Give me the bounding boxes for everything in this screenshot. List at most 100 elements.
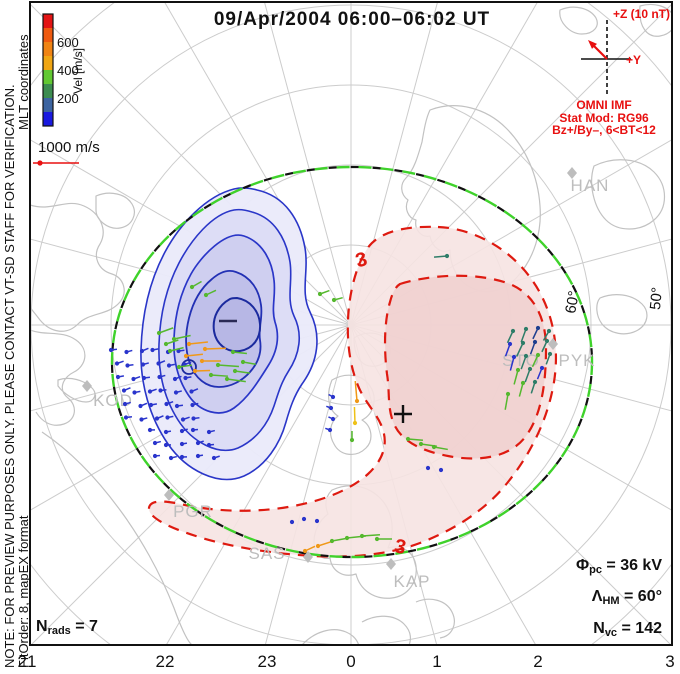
velocity-vector bbox=[197, 440, 204, 444]
velocity-vector bbox=[210, 374, 229, 377]
velocity-vector bbox=[518, 382, 524, 397]
velocity-vector bbox=[433, 446, 448, 451]
coastline bbox=[95, 192, 135, 229]
velocity-vector bbox=[193, 417, 200, 420]
stat-lambda-hm: ΛHM = 60° bbox=[592, 588, 662, 607]
velocity-vectors bbox=[108, 253, 553, 554]
plot-frame bbox=[29, 1, 673, 646]
hm-boundary-green-dashes bbox=[110, 165, 594, 559]
velocity-vector bbox=[134, 390, 141, 394]
mlt-hour-label: 21 bbox=[18, 652, 37, 671]
mlt-hour-label: 2 bbox=[533, 652, 542, 671]
velocity-vector bbox=[205, 289, 217, 296]
colorbar-segment bbox=[43, 28, 53, 42]
coordinate-system-label: MLT coordinates bbox=[16, 34, 31, 130]
velocity-vector bbox=[319, 289, 330, 295]
velocity-vector bbox=[226, 378, 246, 383]
colorbar-tick-400: 400 bbox=[57, 63, 79, 78]
velocity-vector bbox=[169, 346, 184, 352]
reference-vector-dot bbox=[37, 160, 43, 166]
velocity-vector bbox=[242, 361, 256, 365]
velocity-vector bbox=[188, 341, 208, 345]
station-label-sas: SAS bbox=[248, 544, 285, 563]
velocity-vector bbox=[326, 405, 332, 409]
velocity-vector bbox=[154, 440, 162, 444]
latitude-ring-label: 60° bbox=[562, 290, 583, 315]
velocity-vector bbox=[509, 356, 515, 371]
station-label-pyk: PYK bbox=[558, 351, 595, 370]
velocity-vector bbox=[520, 355, 527, 370]
velocity-vector bbox=[317, 540, 332, 547]
station-marker-pgr bbox=[164, 489, 174, 501]
contour-level-label: 3 bbox=[393, 535, 408, 559]
velocity-vector bbox=[208, 443, 215, 446]
colorbar-segment bbox=[43, 14, 53, 28]
velocity-vector bbox=[165, 430, 172, 433]
velocity-vector bbox=[192, 402, 199, 406]
mlt-axis-labels: 21 22 23 0 1 2 3 bbox=[18, 652, 675, 671]
velocity-vector bbox=[150, 403, 158, 406]
velocity-vector bbox=[141, 417, 148, 421]
velocity-vector bbox=[333, 296, 343, 301]
coastline bbox=[559, 3, 672, 37]
latitude-labels: 60° 50° bbox=[562, 286, 666, 315]
radar-station-markers: HAN STO PYK KOD PGR SAS KAP bbox=[82, 167, 608, 591]
velocity-vector bbox=[165, 339, 179, 345]
velocity-vector bbox=[328, 416, 334, 420]
velocity-vector bbox=[152, 348, 159, 351]
velocity-vector bbox=[167, 415, 174, 419]
velocity-vector bbox=[208, 429, 216, 433]
velocity-vector bbox=[354, 381, 358, 402]
hm-boundary-black-dashes bbox=[110, 165, 594, 559]
station-marker-sas bbox=[303, 551, 313, 563]
coastline bbox=[57, 377, 96, 403]
velocity-vector bbox=[159, 374, 166, 378]
velocity-vector bbox=[117, 375, 125, 378]
velocity-vector bbox=[125, 416, 133, 419]
velocity-vector bbox=[181, 442, 188, 445]
velocity-vector bbox=[536, 367, 543, 380]
velocity-vector bbox=[545, 353, 551, 365]
velocity-vector bbox=[181, 428, 188, 432]
station-marker-kod bbox=[82, 380, 92, 392]
preview-warning-note: NOTE: FOR PREVIEW PURPOSES ONLY. PLEASE … bbox=[2, 84, 17, 668]
velocity-vector bbox=[541, 340, 548, 353]
mlt-hour-label: 0 bbox=[346, 652, 355, 671]
imf-y-label: +Y bbox=[626, 53, 641, 67]
velocity-vector bbox=[142, 362, 149, 366]
velocity-colorbar bbox=[42, 13, 54, 127]
colorbar-tick-200: 200 bbox=[57, 91, 79, 106]
stat-nvc: Nvc = 142 bbox=[593, 620, 662, 639]
colorbar-segment bbox=[43, 70, 53, 84]
coastline bbox=[30, 202, 125, 332]
velocity-vector bbox=[185, 353, 203, 357]
velocity-vector bbox=[149, 388, 157, 393]
velocity-vector bbox=[156, 415, 164, 420]
coastline bbox=[301, 598, 455, 645]
station-marker-kap bbox=[386, 558, 396, 570]
velocity-vector bbox=[178, 349, 185, 352]
imf-vector-arrowhead bbox=[588, 40, 597, 49]
velocity-vector bbox=[197, 454, 204, 457]
velocity-vector bbox=[154, 454, 161, 457]
velocity-vector bbox=[524, 368, 531, 383]
colorbar-segment bbox=[43, 56, 53, 70]
fit-order-note: FitOrder: 8, mapEX format bbox=[16, 515, 31, 668]
velocity-vector bbox=[520, 328, 527, 343]
velocity-vector bbox=[141, 347, 149, 352]
stat-phi-pc: Φpc = 36 kV bbox=[576, 557, 662, 576]
station-label-kap: KAP bbox=[393, 572, 430, 591]
velocity-vector bbox=[160, 389, 167, 392]
velocity-vector bbox=[504, 393, 509, 410]
velocity-vector bbox=[184, 361, 192, 366]
velocity-vector bbox=[191, 280, 202, 288]
station-marker-sto bbox=[548, 338, 558, 350]
velocity-vector bbox=[140, 402, 148, 407]
velocity-vector bbox=[304, 545, 316, 552]
velocity-vector bbox=[407, 438, 424, 442]
velocity-vector bbox=[325, 427, 331, 431]
coastline bbox=[41, 431, 193, 645]
velocity-vector bbox=[194, 369, 211, 372]
potential-contour-cells bbox=[140, 187, 557, 558]
